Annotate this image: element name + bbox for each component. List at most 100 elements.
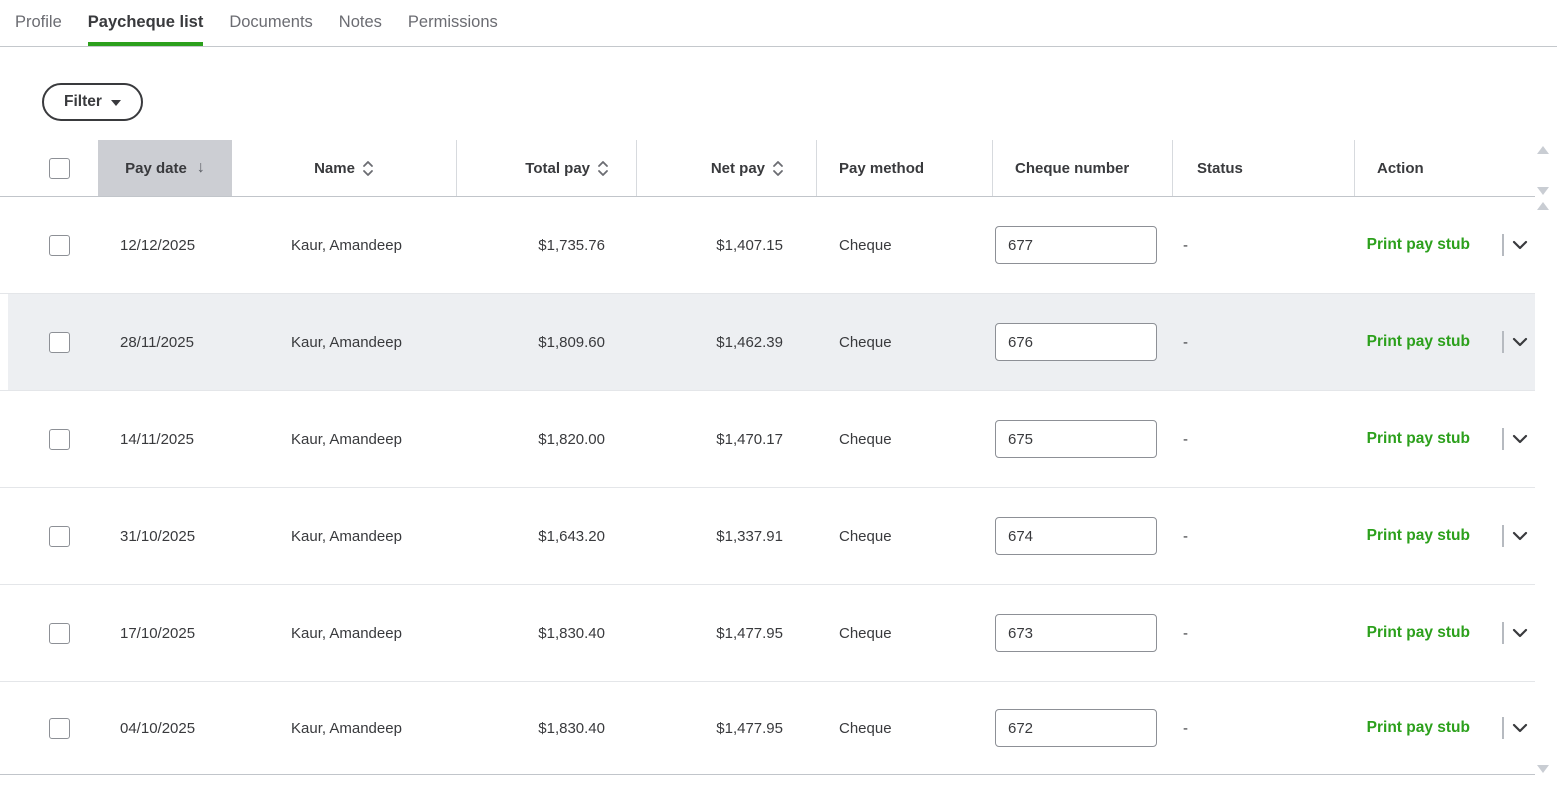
print-pay-stub-link[interactable]: Print pay stub [1366,430,1470,447]
print-pay-stub-link[interactable]: Print pay stub [1366,624,1470,641]
column-header-name[interactable]: Name [232,140,457,196]
cheque-number-input[interactable] [995,614,1157,652]
table-row: 31/10/2025 Kaur, Amandeep $1,643.20 $1,3… [0,488,1535,585]
row-checkbox[interactable] [49,428,70,450]
total-pay-cell: $1,735.76 [538,236,605,254]
pay-method-cell: Cheque [839,236,892,254]
action-divider [1502,234,1504,256]
column-header-cheque-number: Cheque number [993,140,1173,196]
status-cell: - [1183,430,1188,448]
pay-method-cell: Cheque [839,333,892,351]
pay-date-cell: 17/10/2025 [120,624,196,642]
total-pay-cell: $1,643.20 [538,527,605,545]
cheque-number-input[interactable] [995,517,1157,555]
name-cell: Kaur, Amandeep [291,719,402,737]
action-divider [1502,331,1504,353]
pay-date-cell: 14/11/2025 [120,430,194,448]
column-header-pay-method: Pay method [817,140,993,196]
name-cell: Kaur, Amandeep [291,333,402,351]
pay-method-cell: Cheque [839,719,892,737]
total-pay-header-label: Total pay [525,159,590,177]
row-checkbox[interactable] [49,525,70,547]
column-header-status: Status [1173,140,1355,196]
column-header-pay-date[interactable]: Pay date ↓ [98,140,232,196]
tab-notes[interactable]: Notes [338,13,382,31]
filter-label: Filter [64,93,102,110]
action-divider [1502,717,1504,739]
net-pay-cell: $1,470.17 [716,430,783,448]
tab-permissions[interactable]: Permissions [407,13,498,31]
print-pay-stub-link[interactable]: Print pay stub [1366,527,1470,544]
select-all-checkbox[interactable] [49,157,70,179]
pay-method-cell: Cheque [839,430,892,448]
total-pay-cell: $1,820.00 [538,430,605,448]
status-cell: - [1183,333,1188,351]
select-all-cell [0,140,98,196]
cheque-number-input[interactable] [995,709,1157,747]
total-pay-cell: $1,809.60 [538,333,605,351]
table-row: 28/11/2025 Kaur, Amandeep $1,809.60 $1,4… [0,294,1535,391]
cheque-number-input[interactable] [995,420,1157,458]
chevron-down-icon[interactable] [1510,526,1530,546]
pay-date-cell: 12/12/2025 [120,236,196,254]
table-header-row: Pay date ↓ Name Total pay Net pay Pay me… [0,140,1535,197]
filter-button[interactable]: Filter [42,83,143,121]
table-row: 17/10/2025 Kaur, Amandeep $1,830.40 $1,4… [0,585,1535,682]
print-pay-stub-link[interactable]: Print pay stub [1366,236,1470,253]
net-pay-header-label: Net pay [710,159,765,177]
name-header-label: Name [314,159,355,177]
row-checkbox[interactable] [49,331,70,353]
column-header-net-pay[interactable]: Net pay [637,140,817,196]
cheque-number-input[interactable] [995,323,1157,361]
scroll-up-icon[interactable] [1537,146,1549,154]
tab-bar: Profile Paycheque list Documents Notes P… [0,0,1557,47]
pay-method-cell: Cheque [839,624,892,642]
net-pay-cell: $1,477.95 [716,719,783,737]
action-divider [1502,525,1504,547]
name-cell: Kaur, Amandeep [291,527,402,545]
sort-toggle-icon [597,160,609,177]
pay-method-cell: Cheque [839,527,892,545]
row-checkbox[interactable] [49,717,70,739]
tab-documents[interactable]: Documents [229,13,313,31]
net-pay-cell: $1,407.15 [716,236,783,254]
sort-desc-icon: ↓ [196,159,205,176]
sort-toggle-icon [772,160,784,177]
chevron-down-icon[interactable] [1510,429,1530,449]
chevron-down-icon[interactable] [1510,235,1530,255]
name-cell: Kaur, Amandeep [291,236,402,254]
status-cell: - [1183,236,1188,254]
net-pay-cell: $1,462.39 [716,333,783,351]
chevron-down-icon[interactable] [1510,623,1530,643]
net-pay-cell: $1,337.91 [716,527,783,545]
chevron-down-icon[interactable] [1510,332,1530,352]
name-cell: Kaur, Amandeep [291,430,402,448]
row-checkbox[interactable] [49,234,70,256]
sort-toggle-icon [362,160,374,177]
row-checkbox[interactable] [49,622,70,644]
status-cell: - [1183,624,1188,642]
name-cell: Kaur, Amandeep [291,624,402,642]
table-row: 14/11/2025 Kaur, Amandeep $1,820.00 $1,4… [0,391,1535,488]
cheque-number-input[interactable] [995,226,1157,264]
table-row: 12/12/2025 Kaur, Amandeep $1,735.76 $1,4… [0,197,1535,294]
column-header-total-pay[interactable]: Total pay [457,140,637,196]
scroll-up-icon[interactable] [1537,202,1549,210]
pay-date-cell: 04/10/2025 [120,719,196,737]
print-pay-stub-link[interactable]: Print pay stub [1366,719,1470,736]
pay-date-header-label: Pay date [125,159,187,177]
status-cell: - [1183,719,1188,737]
pay-date-cell: 31/10/2025 [120,527,196,545]
action-divider [1502,622,1504,644]
column-header-action: Action [1377,159,1424,177]
status-cell: - [1183,527,1188,545]
chevron-down-icon[interactable] [1510,718,1530,738]
tab-paycheque-list[interactable]: Paycheque list [87,0,204,46]
scroll-down-icon[interactable] [1537,187,1549,195]
scroll-down-icon[interactable] [1537,765,1549,773]
print-pay-stub-link[interactable]: Print pay stub [1366,333,1470,350]
caret-down-icon [110,100,121,106]
tab-profile[interactable]: Profile [15,13,62,31]
action-divider [1502,428,1504,450]
